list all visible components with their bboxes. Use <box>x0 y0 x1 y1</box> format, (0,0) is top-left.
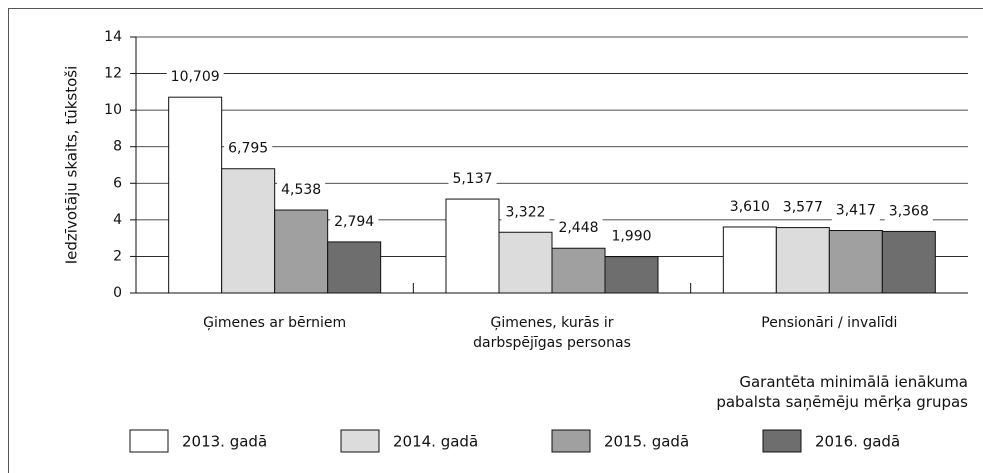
bar <box>604 256 659 294</box>
bar <box>828 230 883 294</box>
bar <box>274 209 329 294</box>
bar <box>327 241 382 294</box>
value-label: 2,794 <box>334 214 374 230</box>
y-tick-label: 10 <box>104 102 122 118</box>
y-tick-label: 6 <box>113 175 122 191</box>
value-label: 3,368 <box>889 203 929 219</box>
value-label-bg <box>831 200 880 221</box>
value-label: 5,137 <box>452 171 492 187</box>
y-tick-label: 14 <box>104 29 122 45</box>
frame <box>8 8 983 473</box>
value-label: 6,795 <box>228 141 268 157</box>
legend-swatch <box>340 429 380 453</box>
bar <box>498 231 553 294</box>
value-label-bg <box>501 202 550 223</box>
x-axis-label: Garantēta minimālā ienākuma pabalsta saņ… <box>716 373 968 411</box>
x-tick-label: Ģimenes, kurās ir darbspējīgas personas <box>473 315 631 351</box>
legend-label: 2013. gadā <box>182 433 267 451</box>
value-label-bg <box>166 67 224 88</box>
value-label-bg <box>554 218 603 239</box>
bar <box>881 230 936 294</box>
y-tick-label: 2 <box>113 248 122 264</box>
y-tick-label: 8 <box>113 139 122 155</box>
value-label: 3,610 <box>730 199 770 215</box>
value-label-bg <box>725 196 774 217</box>
y-axis-label: Iedzīvotāju skaits, tūkstoši <box>63 66 81 265</box>
y-tick-label: 0 <box>113 285 122 301</box>
y-tick-label: 12 <box>104 66 122 82</box>
value-label: 4,538 <box>281 182 321 198</box>
legend-label: 2016. gadā <box>815 433 900 451</box>
value-label: 3,417 <box>836 203 876 219</box>
value-label-bg <box>607 226 656 247</box>
x-tick-label: Ģimenes ar bērniem <box>203 315 347 331</box>
legend-label: 2014. gadā <box>393 433 478 451</box>
bar <box>168 96 223 294</box>
value-label-bg <box>330 211 379 232</box>
legend-label: 2015. gadā <box>604 433 689 451</box>
value-label-bg <box>448 169 497 190</box>
value-label: 3,577 <box>783 200 823 216</box>
legend-swatch <box>551 429 591 453</box>
bar <box>722 226 777 294</box>
bar <box>775 227 830 294</box>
value-label: 3,322 <box>505 204 545 220</box>
legend-swatch <box>762 429 802 453</box>
bar <box>551 247 606 294</box>
value-label: 2,448 <box>558 220 598 236</box>
bar <box>221 168 276 294</box>
bar <box>445 198 500 294</box>
value-label-bg <box>884 201 933 222</box>
value-label-bg <box>224 138 273 159</box>
value-label-bg <box>277 180 326 201</box>
value-label: 1,990 <box>611 229 651 245</box>
legend-swatch <box>129 429 169 453</box>
value-label-bg <box>778 197 827 218</box>
value-label: 10,709 <box>171 69 220 85</box>
x-tick-label: Pensionāri / invalīdi <box>761 315 898 331</box>
y-tick-label: 4 <box>113 212 122 228</box>
